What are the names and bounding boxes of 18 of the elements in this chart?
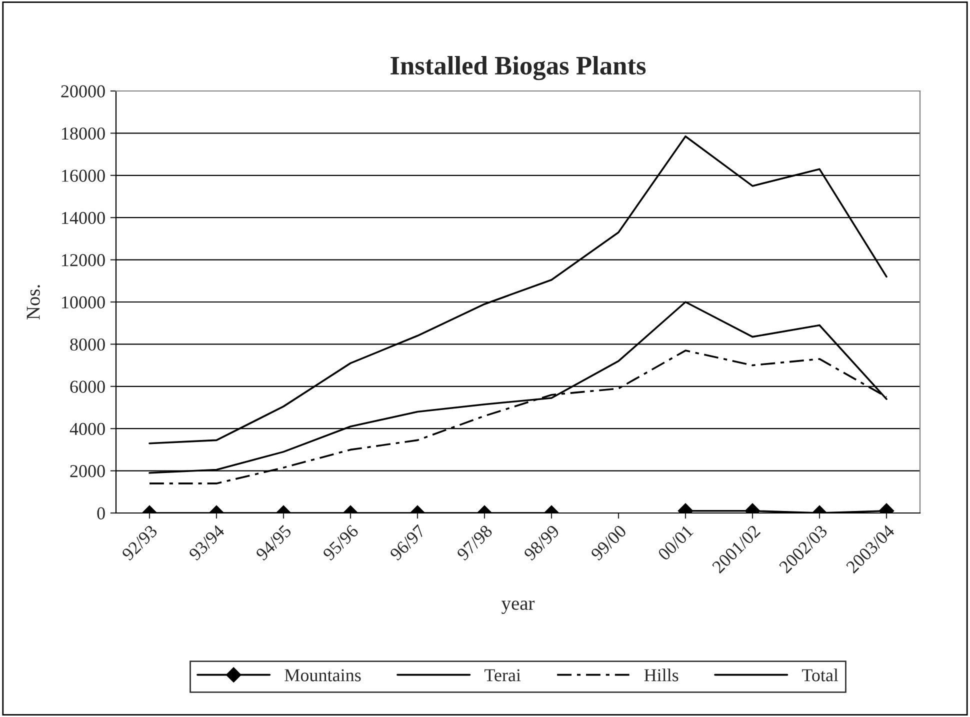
y-tick-label: 8000 — [70, 338, 105, 351]
y-tick-label: 4000 — [70, 422, 105, 436]
y-tick-label: 6000 — [70, 380, 105, 393]
legend-label: Total — [802, 668, 838, 682]
x-axis-title: year — [502, 600, 535, 614]
y-tick-label: 14000 — [62, 212, 105, 224]
y-axis-title: Nos. — [26, 285, 40, 320]
y-tick-label: 18000 — [62, 127, 105, 140]
y-tick-label: 16000 — [62, 170, 105, 182]
legend-label: Terai — [484, 669, 521, 682]
y-tick-label: 0 — [97, 507, 105, 520]
y-tick-label: 12000 — [62, 254, 105, 266]
y-tick-label: 20000 — [61, 85, 105, 98]
y-tick-label: 10000 — [62, 296, 105, 308]
legend-label: Hills — [644, 668, 678, 682]
y-tick-label: 2000 — [70, 465, 105, 478]
legend-label: Mountains — [284, 669, 361, 682]
chart-title: Installed Biogas Plants — [390, 56, 646, 80]
